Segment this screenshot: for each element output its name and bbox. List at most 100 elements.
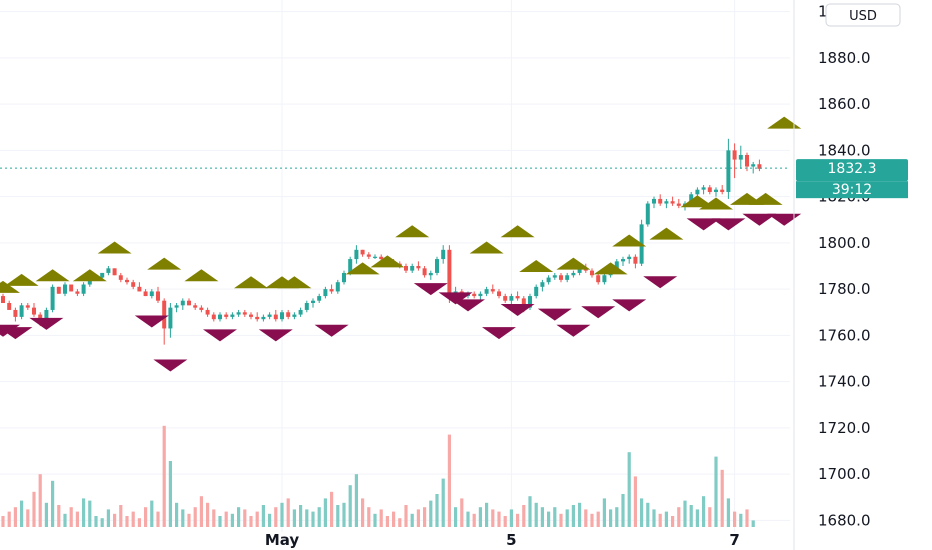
candle bbox=[726, 138, 731, 199]
volume-bar bbox=[280, 502, 284, 527]
countdown-badge bbox=[796, 181, 908, 199]
volume-bar bbox=[702, 496, 706, 527]
candle bbox=[143, 289, 148, 297]
volume-bar bbox=[82, 498, 86, 527]
volume-bar bbox=[106, 509, 110, 527]
volume-bar bbox=[460, 498, 464, 527]
sell-signal-marker bbox=[203, 329, 237, 342]
candle-body bbox=[311, 300, 315, 304]
candle-body bbox=[751, 164, 756, 167]
volume-bar bbox=[671, 516, 675, 527]
candle-body bbox=[416, 266, 421, 269]
candle-body bbox=[261, 316, 266, 320]
candle-body bbox=[1, 296, 5, 304]
volume-bar bbox=[553, 507, 557, 527]
volume-bar bbox=[708, 507, 712, 527]
candle-body bbox=[559, 275, 563, 280]
candle-body bbox=[32, 307, 36, 315]
candle bbox=[410, 263, 415, 273]
candle-body bbox=[56, 286, 61, 294]
candle-body bbox=[230, 314, 235, 317]
candle-body bbox=[621, 259, 625, 262]
candle bbox=[137, 282, 142, 292]
volume-bar bbox=[373, 513, 377, 527]
candle-body bbox=[329, 289, 334, 292]
candle bbox=[552, 272, 557, 280]
volume-bar bbox=[540, 507, 544, 527]
sell-signal-marker bbox=[711, 218, 746, 231]
volume-bar bbox=[565, 509, 569, 527]
candle-body bbox=[236, 312, 241, 315]
candle bbox=[565, 272, 570, 283]
volume-bar bbox=[720, 469, 724, 527]
volume-bar bbox=[423, 507, 427, 527]
candle bbox=[304, 300, 309, 313]
volume-bar bbox=[69, 507, 73, 527]
volume-bar bbox=[596, 511, 600, 527]
x-tick-label: May bbox=[265, 531, 300, 549]
sell-signal-marker bbox=[438, 292, 473, 305]
volume-bar bbox=[584, 509, 588, 527]
signal-layer bbox=[0, 116, 802, 372]
candle-body bbox=[528, 296, 532, 308]
candle bbox=[342, 270, 346, 285]
candle bbox=[25, 303, 30, 310]
volume-bar bbox=[516, 513, 520, 527]
volume-bar bbox=[385, 516, 389, 527]
candle-body bbox=[81, 284, 86, 294]
last-price-badge bbox=[796, 159, 908, 182]
candle bbox=[714, 187, 718, 197]
volume-bar bbox=[32, 491, 36, 527]
candle bbox=[484, 286, 489, 297]
volume-bar bbox=[503, 516, 507, 527]
candle bbox=[174, 303, 179, 313]
candle-body bbox=[335, 282, 340, 292]
candle-body bbox=[19, 305, 24, 317]
candle-body bbox=[633, 256, 638, 264]
volume-bar bbox=[131, 511, 135, 527]
y-tick-label: 1680.0 bbox=[818, 511, 871, 529]
candle-body bbox=[689, 194, 694, 204]
buy-signal-marker bbox=[0, 280, 20, 293]
sell-signal-marker bbox=[314, 324, 349, 337]
candle-body bbox=[695, 189, 700, 195]
candle-body bbox=[602, 275, 607, 283]
countdown-value: 39:12 bbox=[832, 182, 872, 198]
candle-body bbox=[726, 150, 731, 192]
sell-signal-marker bbox=[581, 306, 616, 319]
volume-bar bbox=[714, 456, 718, 527]
volume-bar bbox=[410, 513, 414, 527]
y-tick-label: 1800.0 bbox=[818, 234, 871, 252]
volume-bar bbox=[528, 496, 532, 527]
candle bbox=[695, 187, 700, 197]
candle-body bbox=[627, 256, 632, 260]
candle bbox=[280, 309, 284, 322]
candle bbox=[490, 284, 495, 294]
volume-bar bbox=[497, 511, 501, 527]
candle bbox=[261, 314, 266, 322]
volume-bar bbox=[429, 500, 433, 527]
volume-bar bbox=[416, 509, 420, 527]
candle bbox=[273, 309, 278, 322]
candle-body bbox=[521, 298, 526, 308]
candle bbox=[112, 268, 117, 276]
buy-signal-marker bbox=[500, 225, 535, 238]
volume-bar bbox=[745, 509, 749, 527]
buy-signal-marker bbox=[748, 192, 783, 205]
candle bbox=[441, 245, 446, 264]
y-tick-label: 1880.0 bbox=[818, 49, 871, 67]
candle-body bbox=[63, 284, 67, 294]
candle bbox=[317, 293, 322, 304]
y-tick-label: 1780.0 bbox=[818, 280, 871, 298]
buy-signal-marker bbox=[4, 273, 39, 286]
candle-body bbox=[273, 314, 278, 320]
candle bbox=[211, 312, 216, 322]
candle-body bbox=[292, 314, 297, 317]
volume-bar bbox=[354, 474, 358, 527]
candle-body bbox=[490, 289, 495, 292]
candle-body bbox=[348, 259, 353, 273]
y-tick-label: 1740.0 bbox=[818, 373, 871, 391]
buy-signal-marker bbox=[72, 269, 107, 282]
